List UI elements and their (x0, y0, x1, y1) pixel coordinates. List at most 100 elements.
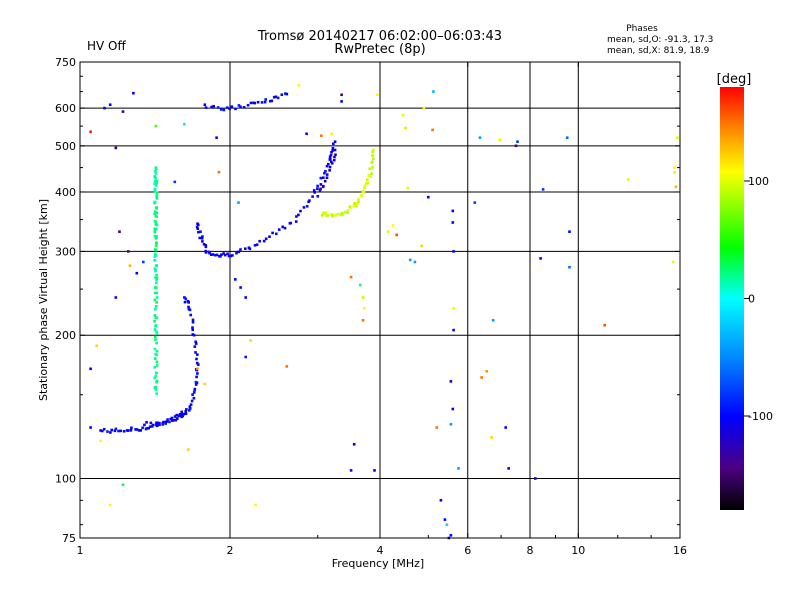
y-tick-label: 75 (62, 532, 76, 545)
echo-point (156, 421, 159, 424)
echo-point (220, 253, 223, 256)
echo-point (195, 375, 198, 379)
echo-point (225, 106, 229, 109)
echo-point (135, 428, 139, 431)
y-axis-label: Stationary phase Virtual Height [km] (37, 199, 50, 401)
echo-point (95, 344, 98, 348)
echo-point (154, 264, 158, 267)
echo-point (154, 177, 157, 180)
echo-point (352, 204, 355, 207)
echo-point (153, 227, 157, 230)
echo-point (478, 136, 482, 139)
echo-point (153, 298, 157, 302)
echo-point (336, 212, 340, 216)
echo-point (330, 132, 333, 136)
echo-point (451, 407, 455, 411)
echo-point (516, 140, 519, 143)
colorbar-unit-label: [deg] (717, 72, 752, 87)
echo-point (431, 128, 434, 132)
echo-point (114, 296, 118, 299)
echo-point (153, 255, 157, 258)
echo-point (541, 188, 545, 191)
echo-point (449, 380, 453, 383)
echo-point (244, 296, 247, 299)
echo-point (325, 173, 329, 176)
echo-point (114, 427, 118, 431)
echo-point (248, 247, 252, 251)
echo-point (155, 360, 159, 364)
echo-point (295, 215, 298, 218)
echo-point (155, 191, 159, 195)
echo-point (189, 403, 193, 406)
echo-point (155, 305, 158, 308)
echo-point (155, 381, 158, 384)
echo-point (333, 140, 337, 143)
echo-point (187, 448, 190, 451)
echo-point (154, 166, 158, 169)
y-tick-label: 200 (55, 329, 76, 342)
echo-point (355, 204, 358, 208)
echo-point (154, 286, 158, 289)
echo-point (194, 380, 198, 384)
echo-point (514, 144, 518, 148)
echo-point (449, 423, 453, 426)
echo-point (242, 106, 246, 109)
echo-point (173, 415, 177, 418)
echo-point (153, 212, 156, 216)
echo-point (184, 297, 188, 301)
echo-point (208, 251, 211, 255)
echo-point (328, 155, 332, 159)
echo-point (299, 209, 302, 213)
echo-point (322, 184, 325, 188)
echo-point (89, 426, 92, 429)
echo-point (149, 421, 153, 425)
echo-point (671, 260, 675, 264)
echo-point (195, 361, 199, 365)
echo-point (178, 414, 181, 418)
echo-point (217, 170, 221, 174)
echo-point (155, 236, 158, 240)
echo-point (175, 417, 179, 420)
echo-point (155, 281, 158, 285)
echo-point (320, 213, 324, 217)
echo-point (449, 534, 453, 537)
echo-point (357, 198, 360, 201)
x-tick-label: 8 (527, 544, 534, 557)
echo-point (445, 523, 449, 526)
data-points (89, 84, 679, 540)
echo-point (452, 328, 455, 332)
echo-point (114, 146, 118, 150)
echo-point (139, 429, 142, 432)
echo-point (340, 211, 344, 215)
echo-point (155, 227, 158, 231)
echo-point (370, 172, 373, 175)
echo-point (191, 393, 194, 396)
echo-point (246, 103, 250, 107)
echo-point (439, 499, 443, 502)
echo-point (193, 387, 197, 391)
x-tick-label: 4 (377, 544, 384, 557)
echo-point (155, 371, 158, 375)
echo-point (154, 223, 158, 226)
echo-point (155, 291, 159, 295)
echo-point (371, 154, 374, 157)
echo-point (204, 244, 207, 247)
echo-point (269, 99, 272, 103)
echo-point (223, 253, 227, 257)
echo-point (222, 108, 226, 112)
echo-point (134, 428, 137, 431)
echo-point (203, 382, 207, 386)
echo-point (362, 190, 366, 194)
echo-point (334, 153, 337, 156)
echo-point (333, 155, 336, 159)
echo-point (325, 214, 328, 217)
echo-point (435, 426, 439, 429)
echo-point (676, 136, 679, 139)
echo-point (330, 151, 333, 154)
echo-point (154, 172, 158, 175)
echo-point (118, 230, 121, 233)
echo-point (485, 370, 488, 373)
echo-point (212, 104, 215, 108)
echo-point (142, 260, 145, 264)
echo-point (316, 195, 320, 198)
